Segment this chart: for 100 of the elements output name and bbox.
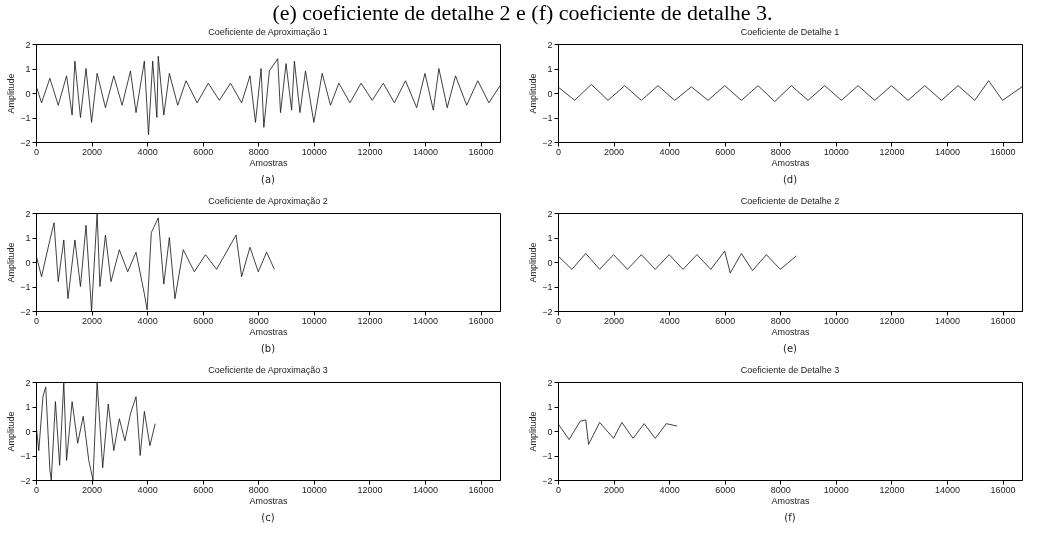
- x-tick-label: 0: [33, 484, 40, 495]
- x-tick-label: 12000: [879, 484, 905, 495]
- y-tick-label: 1: [25, 402, 31, 412]
- x-tick-label: 12000: [879, 315, 905, 326]
- y-tick-label: −1: [20, 282, 31, 292]
- y-tick-label: −2: [542, 475, 553, 486]
- line-series: [558, 419, 678, 445]
- line-series: [36, 213, 275, 311]
- x-tick-label: 12000: [357, 146, 383, 157]
- x-tick-label: 10000: [823, 146, 849, 157]
- x-tick-label: 8000: [248, 146, 269, 157]
- x-tick-label: 6000: [193, 315, 214, 326]
- x-tick-label: 2000: [82, 146, 103, 157]
- x-tick-label: 16000: [468, 315, 494, 326]
- x-tick-label: 6000: [193, 146, 214, 157]
- y-tick-label: 0: [547, 88, 553, 99]
- x-axis-title: Amostras: [249, 157, 288, 168]
- x-tick-label: 14000: [412, 146, 438, 157]
- x-tick-label: 14000: [412, 315, 438, 326]
- x-tick-label: 12000: [357, 315, 383, 326]
- text: (e) coeficiente de detalhe 2 e (f) coeficiente de detalhe 3.: [271, 0, 774, 26]
- y-tick-label: −1: [20, 451, 31, 461]
- y-tick-label: −1: [542, 282, 553, 292]
- x-tick-label: 0: [33, 315, 40, 326]
- x-tick-label: 6000: [715, 146, 736, 157]
- y-tick-label: −2: [20, 137, 31, 148]
- line-series: [558, 250, 797, 274]
- x-tick-label: 8000: [248, 484, 269, 495]
- y-tick-label: 2: [25, 377, 31, 388]
- y-tick-label: −2: [20, 306, 31, 317]
- x-tick-label: 14000: [934, 315, 960, 326]
- line-series: [558, 80, 1022, 102]
- x-tick-label: 0: [33, 146, 40, 157]
- text: (c): [261, 512, 275, 523]
- x-tick-label: 2000: [604, 484, 625, 495]
- x-tick-label: 10000: [823, 484, 849, 495]
- x-tick-label: 14000: [934, 146, 960, 157]
- y-tick-label: 2: [25, 39, 31, 50]
- x-tick-label: 2000: [82, 484, 103, 495]
- x-tick-label: 8000: [248, 315, 269, 326]
- x-tick-label: 4000: [659, 146, 680, 157]
- x-axis-title: Amostras: [249, 495, 288, 506]
- x-axis-title: Amostras: [771, 326, 810, 337]
- chart-title: Coeficiente de Detalhe 2: [740, 196, 840, 206]
- x-tick-label: 16000: [468, 484, 494, 495]
- x-tick-label: 4000: [137, 146, 158, 157]
- x-tick-label: 10000: [823, 315, 849, 326]
- x-tick-label: 16000: [990, 484, 1016, 495]
- y-tick-label: −2: [542, 137, 553, 148]
- y-axis-title: Amplitude: [528, 242, 539, 283]
- x-tick-label: 14000: [412, 484, 438, 495]
- x-tick-label: 12000: [879, 146, 905, 157]
- text: (d): [782, 174, 798, 185]
- y-tick-label: 0: [547, 426, 553, 437]
- x-tick-label: 16000: [468, 146, 494, 157]
- y-tick-label: −1: [542, 113, 553, 123]
- y-axis-title: Amplitude: [6, 73, 17, 114]
- y-axis-title: Amplitude: [528, 411, 539, 452]
- x-tick-label: 4000: [659, 484, 680, 495]
- text: (a): [261, 174, 276, 185]
- x-tick-label: 6000: [715, 315, 736, 326]
- x-tick-label: 16000: [990, 315, 1016, 326]
- y-tick-label: 2: [547, 208, 553, 219]
- x-tick-label: 0: [555, 484, 562, 495]
- x-tick-label: 8000: [770, 315, 791, 326]
- chart-title: Coeficiente de Aproximação 3: [208, 365, 328, 375]
- y-tick-label: 1: [25, 233, 31, 243]
- y-tick-label: 0: [547, 257, 553, 268]
- y-tick-label: −1: [542, 451, 553, 461]
- y-tick-label: 0: [25, 257, 31, 268]
- y-tick-label: 0: [25, 88, 31, 99]
- y-tick-label: 2: [25, 208, 31, 219]
- x-tick-label: 2000: [604, 146, 625, 157]
- y-tick-label: 1: [547, 64, 553, 74]
- x-tick-label: 6000: [193, 484, 214, 495]
- x-tick-label: 0: [555, 315, 562, 326]
- y-axis-title: Amplitude: [528, 73, 539, 114]
- x-tick-label: 10000: [301, 484, 327, 495]
- line-series: [36, 382, 156, 480]
- chart-title: Coeficiente de Aproximação 2: [208, 196, 328, 206]
- x-tick-label: 8000: [770, 484, 791, 495]
- chart-title: Coeficiente de Aproximação 1: [208, 27, 328, 37]
- y-tick-label: 1: [25, 64, 31, 74]
- x-tick-label: 10000: [301, 315, 327, 326]
- chart-title: Coeficiente de Detalhe 3: [740, 365, 840, 375]
- y-tick-label: 0: [25, 426, 31, 437]
- text: (f): [784, 512, 796, 523]
- chart-title: Coeficiente de Detalhe 1: [740, 27, 840, 37]
- x-tick-label: 0: [555, 146, 562, 157]
- x-tick-label: 8000: [770, 146, 791, 157]
- y-tick-label: 2: [547, 39, 553, 50]
- x-tick-label: 14000: [934, 484, 960, 495]
- x-tick-label: 4000: [137, 484, 158, 495]
- y-tick-label: −2: [542, 306, 553, 317]
- y-tick-label: −2: [20, 475, 31, 486]
- x-axis-title: Amostras: [249, 326, 288, 337]
- x-tick-label: 4000: [137, 315, 158, 326]
- x-tick-label: 16000: [990, 146, 1016, 157]
- text: (b): [260, 343, 276, 354]
- x-tick-label: 6000: [715, 484, 736, 495]
